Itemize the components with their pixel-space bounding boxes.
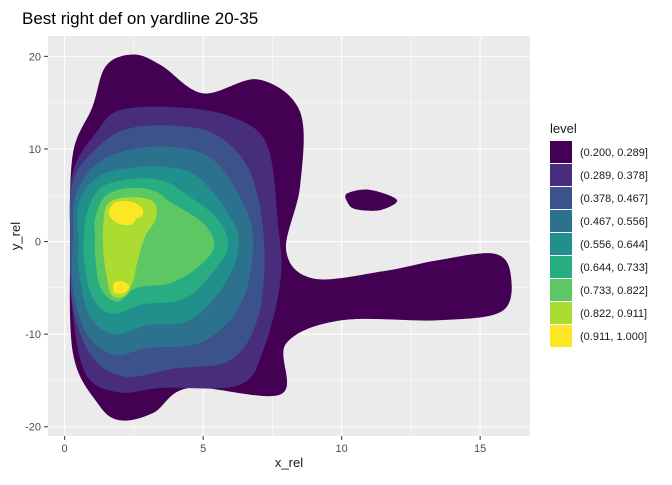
legend-label: (0.644, 0.733] xyxy=(580,262,648,274)
y-tick-label: -20 xyxy=(25,422,41,434)
chart-title: Best right def on yardline 20-35 xyxy=(22,9,258,28)
legend-items: (0.200, 0.289] (0.289, 0.378] (0.378, 0.46… xyxy=(550,141,648,347)
x-tick-label: 15 xyxy=(474,443,486,455)
legend-swatch xyxy=(550,210,572,232)
y-tick-label: 0 xyxy=(35,237,41,249)
legend-swatch xyxy=(550,233,572,255)
x-axis-title: x_rel xyxy=(275,455,303,470)
legend-swatch xyxy=(550,164,572,186)
legend-swatch xyxy=(550,279,572,301)
legend-label: (0.822, 0.911] xyxy=(580,308,647,320)
legend-swatch xyxy=(550,325,572,347)
y-tick-label: 20 xyxy=(29,51,41,63)
legend-swatch xyxy=(550,256,572,278)
legend-label: (0.911, 1.000] xyxy=(580,331,647,343)
x-tick-label: 0 xyxy=(62,443,68,455)
legend-label: (0.467, 0.556] xyxy=(580,216,648,228)
legend-swatch xyxy=(550,302,572,324)
legend-label: (0.289, 0.378] xyxy=(580,170,648,182)
x-tick-label: 10 xyxy=(336,443,348,455)
y-tick-label: 10 xyxy=(29,144,41,156)
legend-label: (0.200, 0.289] xyxy=(580,147,648,159)
legend-swatch xyxy=(550,187,572,209)
legend-title: level xyxy=(550,121,577,136)
legend-label: (0.733, 0.822] xyxy=(580,285,648,297)
x-tick-label: 5 xyxy=(200,443,206,455)
legend-swatch xyxy=(550,141,572,163)
y-axis-title: y_rel xyxy=(8,222,23,250)
legend-label: (0.556, 0.644] xyxy=(580,239,648,251)
legend-label: (0.378, 0.467] xyxy=(580,193,648,205)
y-tick-label: -10 xyxy=(25,329,41,341)
